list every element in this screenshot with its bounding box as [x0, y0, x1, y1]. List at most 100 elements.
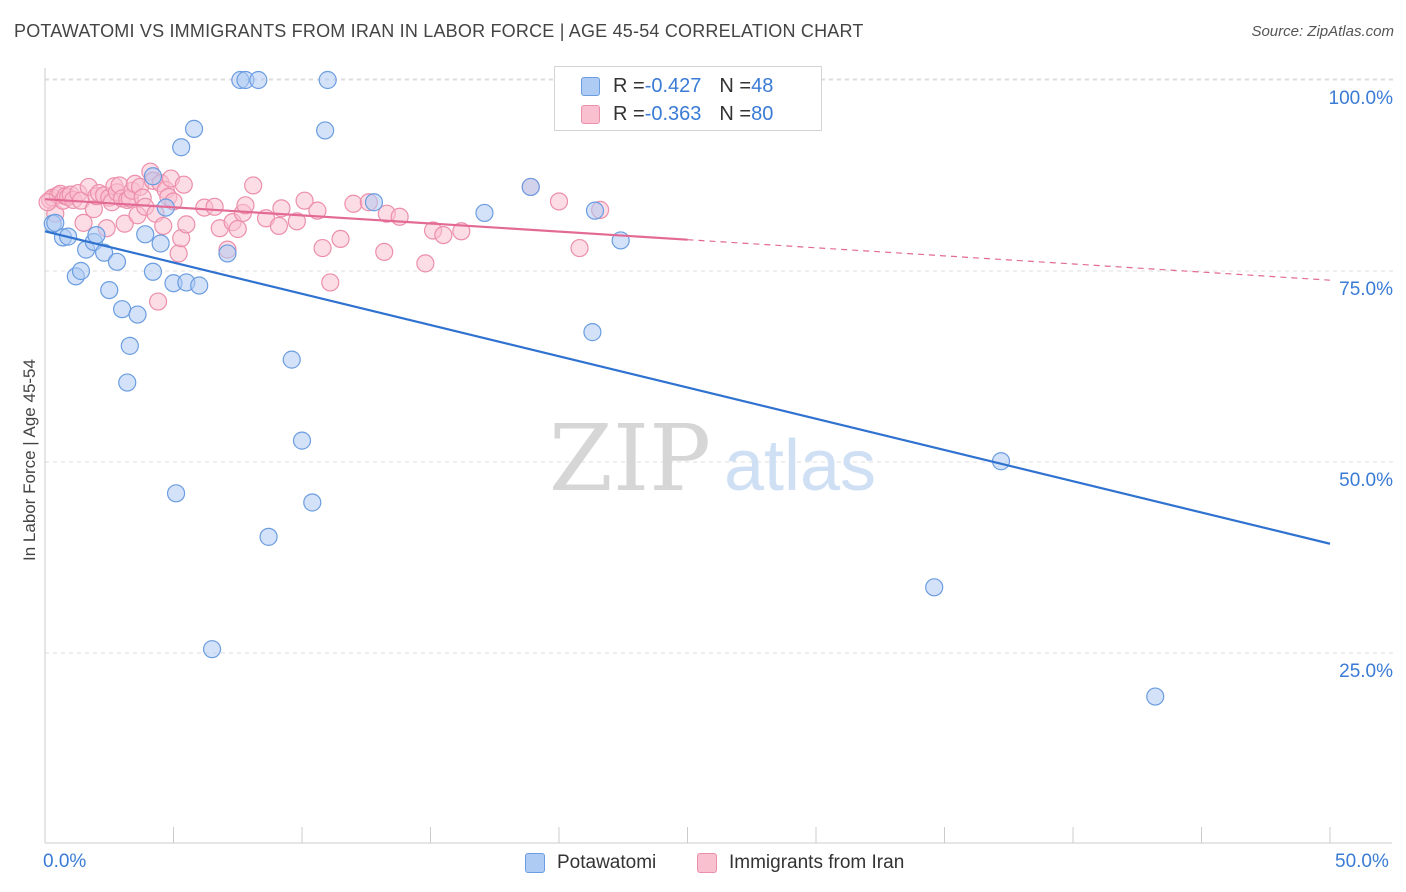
legend-row-iran: R = -0.363 N = 80	[581, 102, 773, 126]
potawatomi-point	[190, 276, 209, 295]
iran-point	[205, 197, 224, 216]
x-tick-label-min: 0.0%	[43, 851, 87, 872]
iran-point	[269, 216, 288, 236]
iran-point	[272, 199, 291, 218]
potawatomi-point	[259, 527, 278, 546]
iran-point	[321, 273, 340, 292]
potawatomi-point	[282, 350, 301, 369]
iran-point	[331, 229, 350, 249]
potawatomi-point	[184, 119, 204, 138]
iran-point	[549, 192, 569, 211]
potawatomi-point	[303, 493, 322, 512]
iran-point	[154, 216, 173, 236]
potawatomi-swatch	[581, 76, 600, 96]
iran-point	[295, 191, 314, 210]
potawatomi-point	[107, 252, 127, 271]
legend-item-iran: Immigrants from Iran	[697, 852, 904, 874]
legend-row-potawatomi: R = -0.427 N = 48	[581, 74, 773, 98]
legend-r-label: R =	[613, 102, 645, 125]
potawatomi-point	[71, 261, 91, 281]
potawatomi-legend-swatch	[525, 853, 545, 873]
potawatomi-point	[249, 70, 268, 90]
potawatomi-point	[112, 300, 132, 319]
potawatomi-point	[218, 244, 237, 263]
y-tick-label: 100.0%	[1329, 88, 1394, 109]
potawatomi-point	[292, 431, 312, 450]
legend-r-value: -0.363	[644, 102, 702, 125]
x-tick-label-max: 50.0%	[1335, 851, 1389, 872]
watermark-zip: ZIP	[549, 405, 711, 512]
legend-n-value: 48	[751, 74, 774, 97]
potawatomi-points	[43, 70, 1165, 706]
legend-label-iran: Immigrants from Iran	[729, 852, 905, 873]
potawatomi-point	[120, 336, 139, 355]
y-tick-label: 50.0%	[1339, 470, 1393, 491]
legend-label-potawatomi: Potawatomi	[557, 852, 657, 873]
iran-point	[174, 175, 193, 194]
potawatomi-point	[143, 167, 163, 186]
iran-point	[244, 176, 263, 195]
iran-legend-swatch	[697, 853, 717, 873]
potawatomi-point	[1146, 687, 1165, 706]
potawatomi-point	[585, 201, 605, 220]
stats-legend: R = -0.427 N = 48 R = -0.363 N = 80	[554, 66, 822, 131]
iran-point	[148, 292, 168, 311]
potawatomi-point	[925, 578, 944, 597]
iran-trend-line-extension	[687, 239, 1331, 281]
potawatomi-point	[95, 243, 114, 262]
legend-n-value: 80	[751, 102, 774, 125]
iran-point	[375, 242, 394, 261]
iran-point	[434, 225, 453, 245]
y-tick-labels: 25.0% 50.0% 75.0% 100.0%	[1329, 88, 1394, 682]
iran-point	[570, 238, 589, 258]
y-tick-label: 75.0%	[1339, 279, 1393, 300]
potawatomi-point	[364, 193, 384, 212]
source-label: Source: ZipAtlas.com	[1251, 23, 1394, 40]
potawatomi-point	[136, 225, 155, 244]
iran-point	[38, 193, 57, 212]
potawatomi-point	[100, 281, 119, 300]
iran-point	[169, 244, 188, 263]
trend-lines	[44, 198, 1331, 545]
iran-point	[228, 219, 247, 239]
iran-point	[287, 212, 306, 231]
potawatomi-point	[172, 138, 191, 157]
potawatomi-point	[166, 484, 186, 503]
iran-point	[236, 196, 255, 215]
iran-trend-line	[44, 198, 688, 241]
iran-point	[115, 214, 134, 233]
iran-point	[452, 222, 471, 241]
potawatomi-point	[521, 177, 540, 197]
legend-r-label: R =	[613, 74, 645, 97]
potawatomi-point	[143, 262, 163, 281]
potawatomi-point	[151, 234, 170, 253]
legend-r-value: -0.427	[644, 74, 702, 97]
y-tick-label: 25.0%	[1339, 661, 1393, 682]
potawatomi-trend-line	[44, 230, 1331, 545]
iran-point	[74, 213, 93, 232]
potawatomi-point	[128, 305, 147, 324]
iran-point	[344, 194, 363, 213]
potawatomi-point	[202, 640, 222, 659]
iran-point	[313, 238, 332, 258]
potawatomi-point	[87, 225, 106, 245]
watermark: ZIP atlas	[549, 405, 876, 512]
potawatomi-point	[316, 121, 335, 140]
potawatomi-point	[318, 70, 337, 90]
watermark-atlas: atlas	[724, 426, 876, 506]
potawatomi-point	[118, 373, 137, 392]
legend-n-label: N =	[719, 102, 752, 125]
series-legend: Potawatomi Immigrants from Iran	[0, 852, 1406, 878]
potawatomi-point	[583, 323, 602, 342]
legend-item-potawatomi: Potawatomi	[525, 852, 656, 874]
iran-swatch	[581, 104, 600, 124]
legend-n-label: N =	[719, 74, 752, 97]
iran-point	[308, 201, 327, 220]
gridlines	[45, 78, 1395, 654]
chart-title: POTAWATOMI VS IMMIGRANTS FROM IRAN IN LA…	[14, 21, 864, 41]
potawatomi-point	[475, 203, 494, 223]
potawatomi-point	[46, 213, 65, 232]
iran-point	[177, 215, 196, 234]
iran-point	[416, 254, 435, 273]
